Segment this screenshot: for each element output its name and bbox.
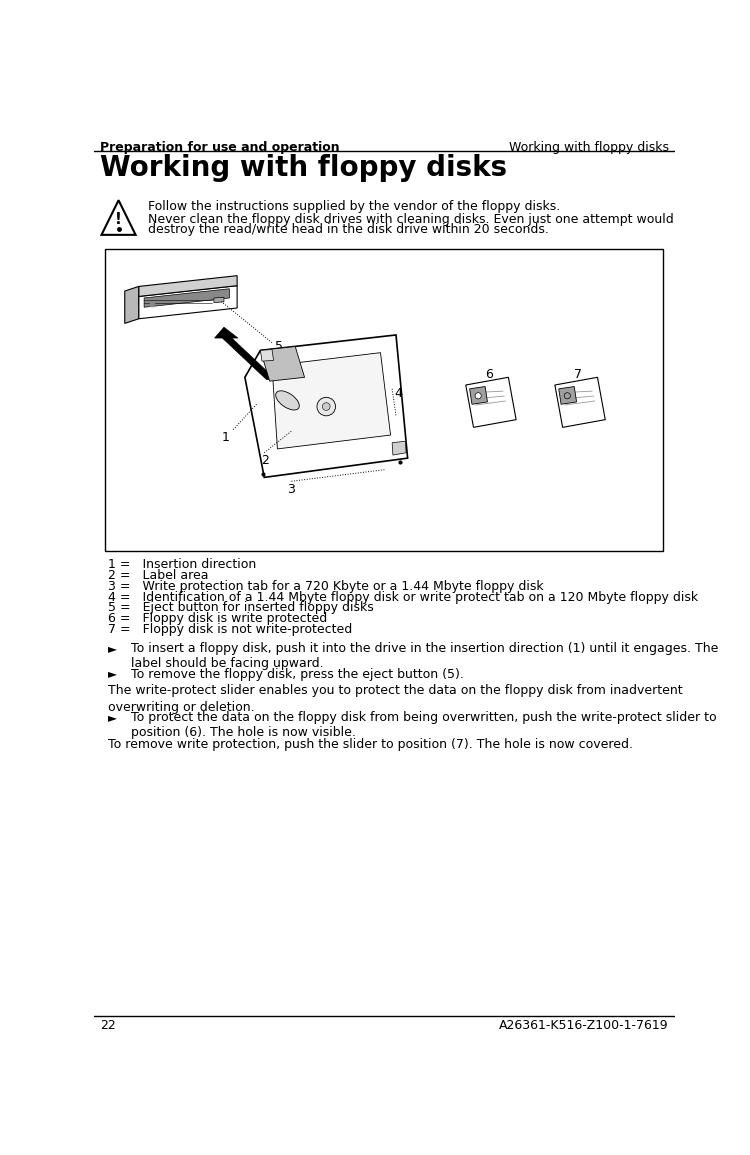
Text: 3 =   Write protection tab for a 720 Kbyte or a 1.44 Mbyte floppy disk: 3 = Write protection tab for a 720 Kbyte… bbox=[108, 580, 543, 593]
Polygon shape bbox=[260, 346, 305, 381]
Polygon shape bbox=[139, 276, 237, 297]
Text: ►: ► bbox=[108, 668, 117, 680]
Text: 6 =   Floppy disk is write protected: 6 = Floppy disk is write protected bbox=[108, 612, 327, 625]
Text: 1: 1 bbox=[222, 431, 230, 445]
Polygon shape bbox=[392, 441, 406, 455]
Polygon shape bbox=[124, 286, 139, 323]
Text: Preparation for use and operation: Preparation for use and operation bbox=[100, 141, 340, 154]
Text: To remove write protection, push the slider to position (7). The hole is now cov: To remove write protection, push the sli… bbox=[108, 738, 633, 752]
Text: 7 =   Floppy disk is not write-protected: 7 = Floppy disk is not write-protected bbox=[108, 623, 352, 636]
Polygon shape bbox=[272, 352, 391, 449]
Text: 22: 22 bbox=[100, 1020, 116, 1033]
Text: To insert a floppy disk, push it into the drive in the insertion direction (1) u: To insert a floppy disk, push it into th… bbox=[131, 642, 718, 670]
Text: 7: 7 bbox=[574, 368, 582, 381]
Text: ►: ► bbox=[108, 711, 117, 724]
Text: 4: 4 bbox=[394, 387, 402, 400]
Text: 1 =   Insertion direction: 1 = Insertion direction bbox=[108, 558, 256, 572]
Text: Working with floppy disks: Working with floppy disks bbox=[100, 154, 507, 182]
Polygon shape bbox=[139, 285, 237, 319]
Text: !: ! bbox=[115, 211, 122, 226]
Polygon shape bbox=[260, 350, 274, 362]
Text: 4 =   Identification of a 1.44 Mbyte floppy disk or write protect tab on a 120 M: 4 = Identification of a 1.44 Mbyte flopp… bbox=[108, 590, 698, 604]
Text: The write-protect slider enables you to protect the data on the floppy disk from: The write-protect slider enables you to … bbox=[108, 684, 682, 714]
Text: ►: ► bbox=[108, 642, 117, 655]
Text: Never clean the floppy disk drives with cleaning disks. Even just one attempt wo: Never clean the floppy disk drives with … bbox=[148, 213, 674, 225]
Text: To protect the data on the floppy disk from being overwritten, push the write-pr: To protect the data on the floppy disk f… bbox=[131, 711, 716, 739]
Text: destroy the read/write head in the disk drive within 20 seconds.: destroy the read/write head in the disk … bbox=[148, 223, 549, 237]
Polygon shape bbox=[555, 378, 605, 427]
Polygon shape bbox=[144, 289, 230, 307]
Text: 2: 2 bbox=[261, 454, 269, 468]
Text: 6: 6 bbox=[485, 368, 493, 381]
Text: Follow the instructions supplied by the vendor of the floppy disks.: Follow the instructions supplied by the … bbox=[148, 200, 560, 214]
Circle shape bbox=[322, 403, 330, 410]
Polygon shape bbox=[214, 297, 224, 303]
Ellipse shape bbox=[276, 390, 299, 410]
Circle shape bbox=[317, 397, 335, 416]
Text: 3: 3 bbox=[287, 483, 296, 495]
Polygon shape bbox=[214, 327, 276, 380]
Text: A26361-K516-Z100-1-7619: A26361-K516-Z100-1-7619 bbox=[500, 1020, 669, 1033]
Polygon shape bbox=[466, 378, 516, 427]
Circle shape bbox=[475, 393, 482, 398]
Text: To remove the floppy disk, press the eject button (5).: To remove the floppy disk, press the eje… bbox=[131, 668, 464, 680]
Circle shape bbox=[564, 393, 571, 398]
Polygon shape bbox=[559, 387, 577, 404]
Text: 5 =   Eject button for inserted floppy disks: 5 = Eject button for inserted floppy dis… bbox=[108, 602, 374, 614]
Polygon shape bbox=[244, 335, 408, 477]
Bar bbox=[105, 248, 663, 551]
Polygon shape bbox=[470, 387, 488, 404]
Text: 5: 5 bbox=[275, 341, 283, 353]
Text: 2 =   Label area: 2 = Label area bbox=[108, 569, 208, 582]
Text: Working with floppy disks: Working with floppy disks bbox=[509, 141, 669, 154]
